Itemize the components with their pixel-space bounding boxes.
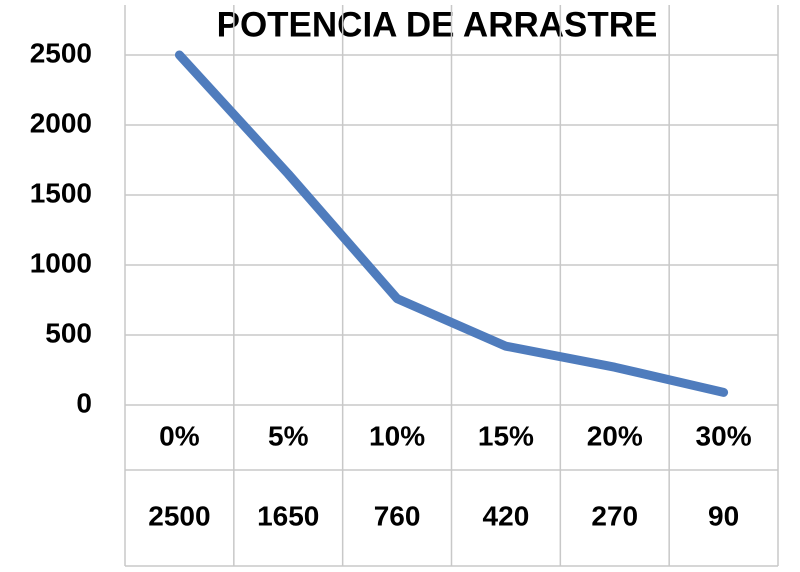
table-value: 420: [483, 500, 530, 531]
y-tick-label: 500: [45, 317, 92, 348]
table-value: 2500: [148, 500, 210, 531]
data-line: [174, 50, 729, 397]
table-value: 1650: [257, 500, 319, 531]
table-value: 760: [374, 500, 421, 531]
table-category: 5%: [268, 420, 309, 451]
y-tick-label: 1500: [30, 177, 92, 208]
table-category: 0%: [159, 420, 200, 451]
table-category: 20%: [587, 420, 643, 451]
y-tick-label: 0: [76, 387, 92, 418]
y-tick-label: 2000: [30, 107, 92, 138]
y-tick-label: 1000: [30, 247, 92, 278]
table-category: 15%: [478, 420, 534, 451]
table-value: 270: [591, 500, 638, 531]
table-value: 90: [708, 500, 739, 531]
table-category: 10%: [369, 420, 425, 451]
y-tick-label: 2500: [30, 37, 92, 68]
table-category: 30%: [696, 420, 752, 451]
chart-title: POTENCIA DE ARRASTRE: [217, 5, 658, 44]
